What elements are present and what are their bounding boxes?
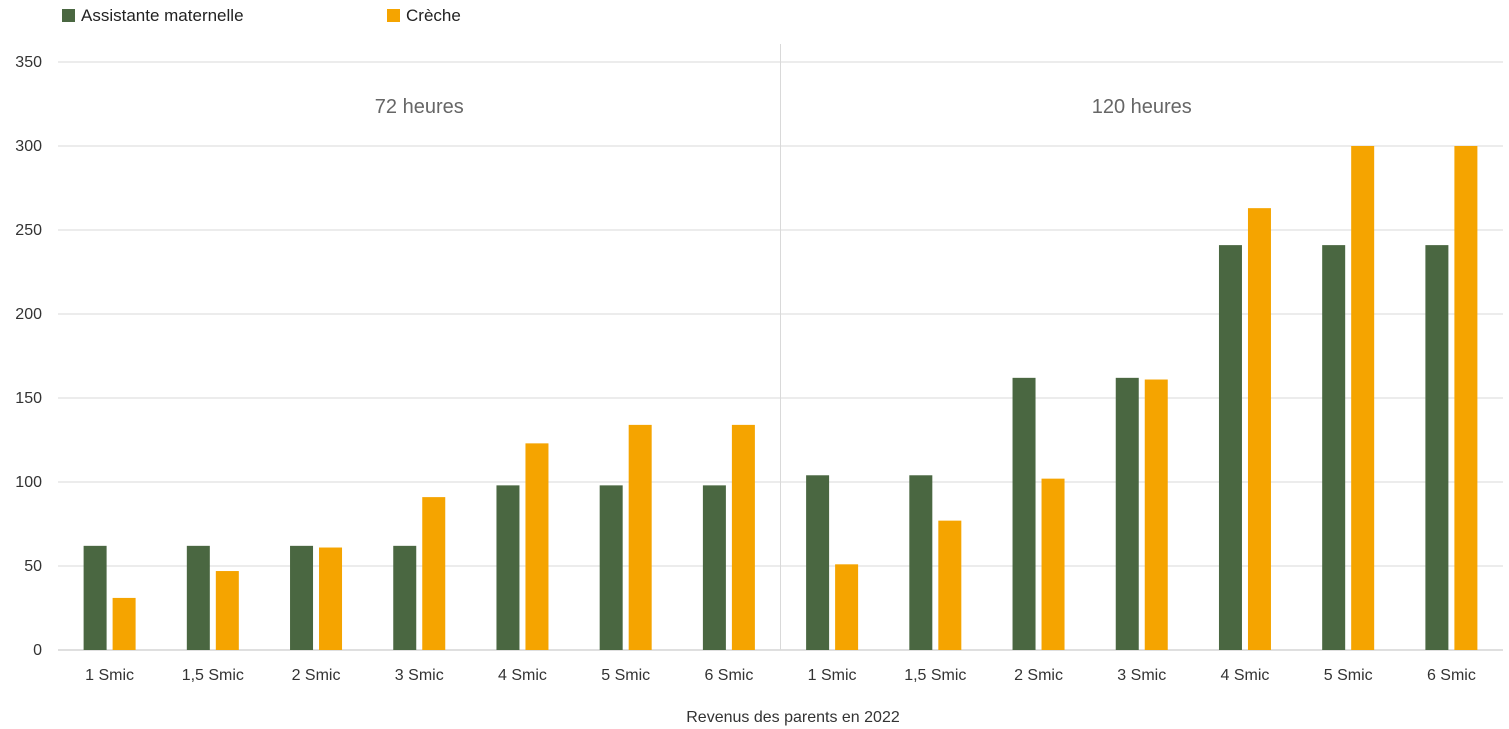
bar-creche <box>422 497 446 650</box>
x-tick-label: 4 Smic <box>498 667 547 684</box>
group-label: 120 heures <box>1092 96 1192 118</box>
x-tick-label: 6 Smic <box>1427 667 1476 684</box>
bar-creche <box>1351 146 1375 650</box>
bar-creche <box>628 424 652 650</box>
bar-assistante-maternelle <box>1012 377 1036 650</box>
x-tick-label: 5 Smic <box>1324 667 1373 684</box>
x-tick-label: 4 Smic <box>1221 667 1270 684</box>
x-tick-label: 1 Smic <box>808 667 857 684</box>
bar-assistante-maternelle <box>1115 377 1139 650</box>
y-tick-label: 50 <box>24 558 42 575</box>
x-tick-label: 2 Smic <box>1014 667 1063 684</box>
x-axis-title: Revenus des parents en 2022 <box>686 709 900 726</box>
y-axis: 0 50 100 150 200 250 300 350 <box>15 54 42 659</box>
legend: Assistante maternelle Crèche <box>62 6 461 25</box>
x-tick-label: 3 Smic <box>395 667 444 684</box>
bar-creche <box>1041 478 1065 650</box>
bar-assistante-maternelle <box>1322 245 1346 650</box>
bar-assistante-maternelle <box>806 475 830 650</box>
bar-creche <box>1454 146 1478 650</box>
bar-creche <box>731 424 755 650</box>
bar-creche <box>525 443 549 650</box>
bar-creche <box>215 571 239 650</box>
y-tick-label: 200 <box>15 306 42 323</box>
bar-creche <box>1144 379 1168 650</box>
y-tick-label: 250 <box>15 222 42 239</box>
bar-creche <box>835 564 859 650</box>
y-tick-label: 100 <box>15 474 42 491</box>
legend-swatch <box>387 9 400 22</box>
x-tick-label: 2 Smic <box>292 667 341 684</box>
x-tick-label: 6 Smic <box>704 667 753 684</box>
bar-creche <box>938 520 962 650</box>
legend-label: Crèche <box>406 6 461 25</box>
bar-creche <box>112 597 136 650</box>
bar-assistante-maternelle <box>393 545 417 650</box>
bar-assistante-maternelle <box>1425 245 1449 650</box>
bar-assistante-maternelle <box>290 545 314 650</box>
bar-assistante-maternelle <box>702 485 726 650</box>
x-axis: 1 Smic 1,5 Smic 2 Smic 3 Smic 4 Smic 5 Smic 6 … <box>85 667 1476 684</box>
x-tick-label: 5 Smic <box>601 667 650 684</box>
y-tick-label: 350 <box>15 54 42 71</box>
bar-creche <box>319 547 343 650</box>
bar-creche <box>1247 208 1271 650</box>
bar-assistante-maternelle <box>599 485 623 650</box>
y-tick-label: 150 <box>15 390 42 407</box>
bar-assistante-maternelle <box>496 485 520 650</box>
y-tick-label: 300 <box>15 138 42 155</box>
bar-assistante-maternelle <box>186 545 210 650</box>
group-labels: 72 heures 120 heures <box>375 96 1192 118</box>
group-label: 72 heures <box>375 96 464 118</box>
bars <box>83 146 1478 650</box>
bar-assistante-maternelle <box>83 545 107 650</box>
bar-assistante-maternelle <box>1218 245 1242 650</box>
x-tick-label: 1,5 Smic <box>904 667 966 684</box>
bar-assistante-maternelle <box>909 475 933 650</box>
x-tick-label: 1 Smic <box>85 667 134 684</box>
x-tick-label: 1,5 Smic <box>182 667 244 684</box>
legend-swatch <box>62 9 75 22</box>
legend-label: Assistante maternelle <box>81 6 244 25</box>
y-tick-label: 0 <box>33 642 42 659</box>
x-tick-label: 3 Smic <box>1117 667 1166 684</box>
